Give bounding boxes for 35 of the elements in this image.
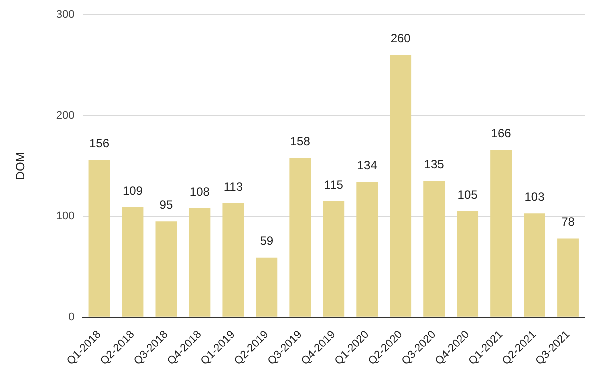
bar: [88, 160, 110, 317]
bar: [524, 214, 546, 317]
data-label: 108: [190, 184, 210, 199]
data-label: 78: [562, 215, 576, 230]
data-label: 113: [224, 180, 244, 194]
data-label: 135: [424, 158, 445, 172]
data-label: 260: [390, 32, 412, 46]
data-label: 103: [524, 190, 546, 204]
bar: [490, 150, 512, 317]
bar: [356, 182, 378, 317]
bar: [156, 222, 178, 317]
y-tick-label: 100: [56, 210, 75, 223]
y-tick-label: 0: [68, 311, 75, 324]
data-label: 158: [290, 134, 311, 148]
data-label: 115: [324, 178, 344, 192]
bar: [290, 158, 312, 317]
data-label: 166: [491, 126, 512, 140]
data-label: 105: [458, 188, 478, 202]
data-label: 134: [357, 158, 378, 173]
bar: [189, 208, 211, 317]
data-label: 95: [160, 198, 174, 212]
bar: [122, 208, 144, 317]
bar: [390, 55, 412, 317]
y-tick-label: 300: [56, 9, 75, 22]
y-axis-title: DOM: [14, 152, 28, 180]
y-tick-label: 200: [56, 110, 75, 122]
data-label: 109: [122, 184, 144, 198]
data-label: 156: [89, 136, 110, 150]
bar: [256, 258, 278, 317]
bar: [424, 181, 446, 317]
bar: [558, 238, 579, 317]
data-label: 59: [260, 234, 274, 248]
bar: [222, 203, 244, 317]
bar: [323, 201, 345, 317]
bar: [457, 212, 479, 317]
